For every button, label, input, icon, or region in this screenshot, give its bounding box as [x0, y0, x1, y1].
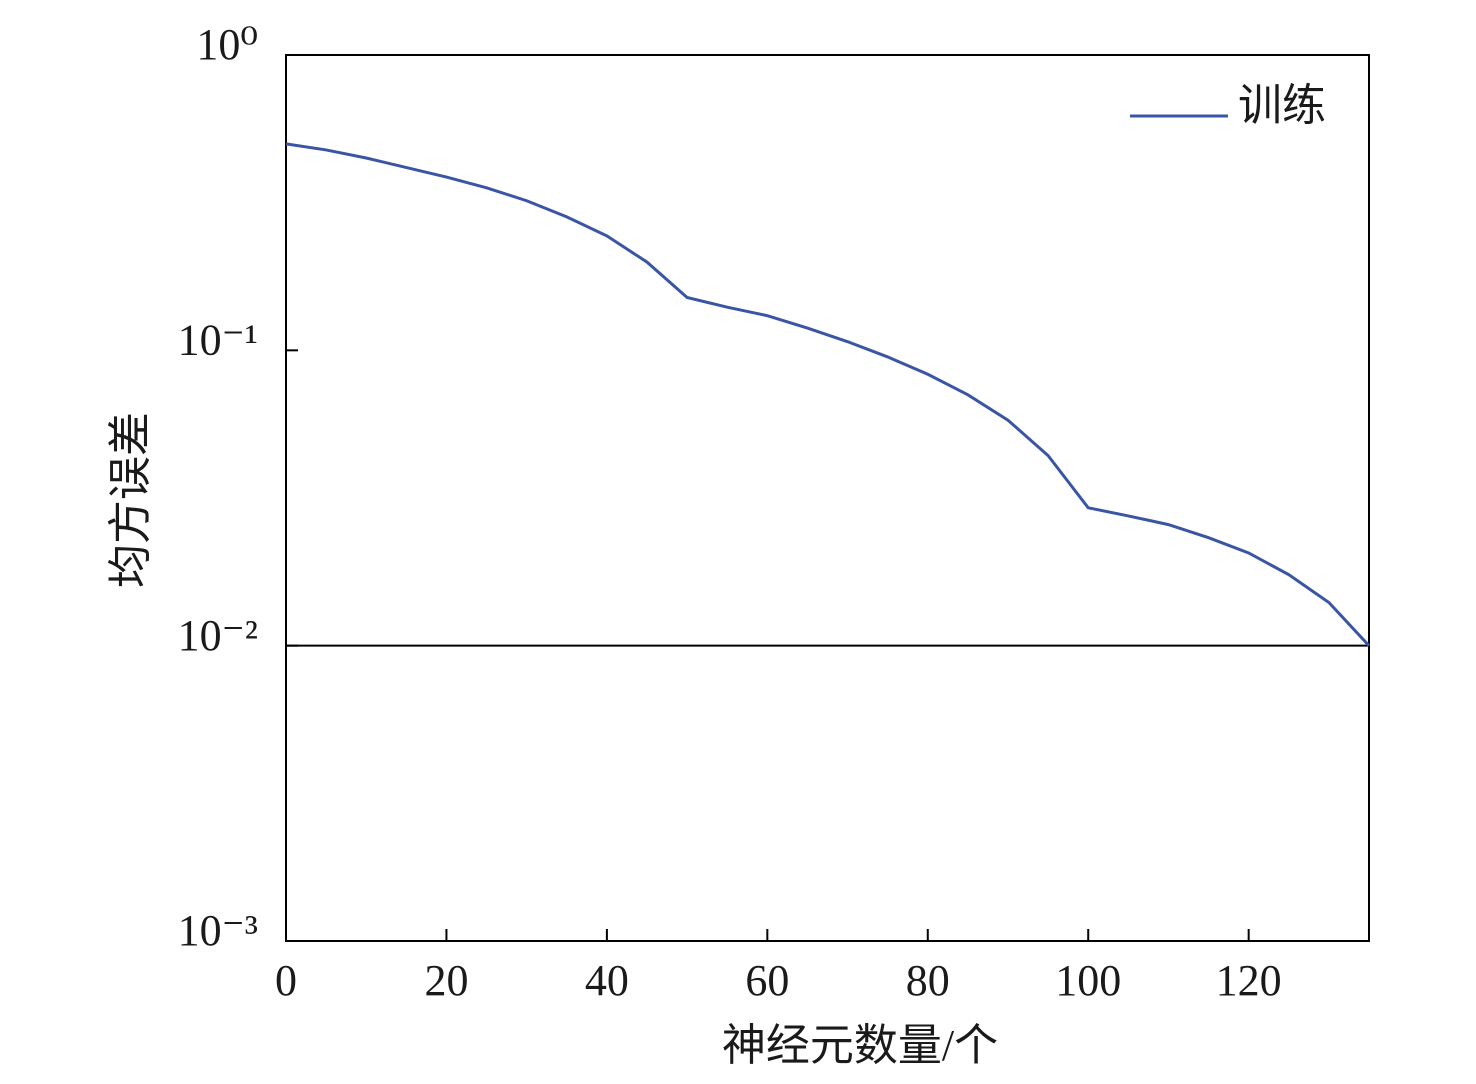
x-tick-label: 0: [275, 956, 297, 1005]
x-tick-label: 20: [424, 956, 468, 1005]
y-axis-label: 均方误差: [106, 412, 155, 588]
x-tick-label: 60: [745, 956, 789, 1005]
line-series: [285, 142, 1371, 647]
y-tick-label: 10⁰: [196, 20, 258, 69]
x-tick-label: 100: [1055, 956, 1121, 1005]
legend-label: 训练: [1238, 81, 1326, 130]
x-axis-label: 神经元数量/个: [722, 1021, 998, 1070]
y-tick-label: 10⁻³: [178, 906, 258, 955]
x-tick-label: 120: [1216, 956, 1282, 1005]
y-tick-label: 10⁻²: [178, 611, 258, 660]
y-tick-label: 10⁻¹: [178, 315, 258, 364]
x-tick-label: 40: [585, 956, 629, 1005]
plot-frame: [285, 54, 1370, 942]
x-tick-label: 80: [906, 956, 950, 1005]
